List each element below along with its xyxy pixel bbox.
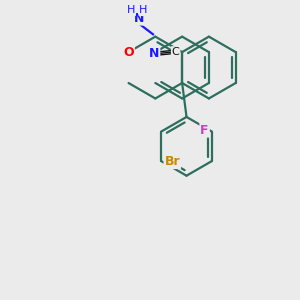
- Text: H: H: [127, 5, 135, 15]
- Text: N: N: [149, 47, 159, 60]
- Text: Br: Br: [164, 155, 180, 168]
- Text: H: H: [140, 5, 148, 15]
- Text: N: N: [134, 12, 144, 25]
- Text: C: C: [172, 47, 179, 57]
- Text: F: F: [200, 124, 209, 137]
- Text: O: O: [123, 46, 134, 59]
